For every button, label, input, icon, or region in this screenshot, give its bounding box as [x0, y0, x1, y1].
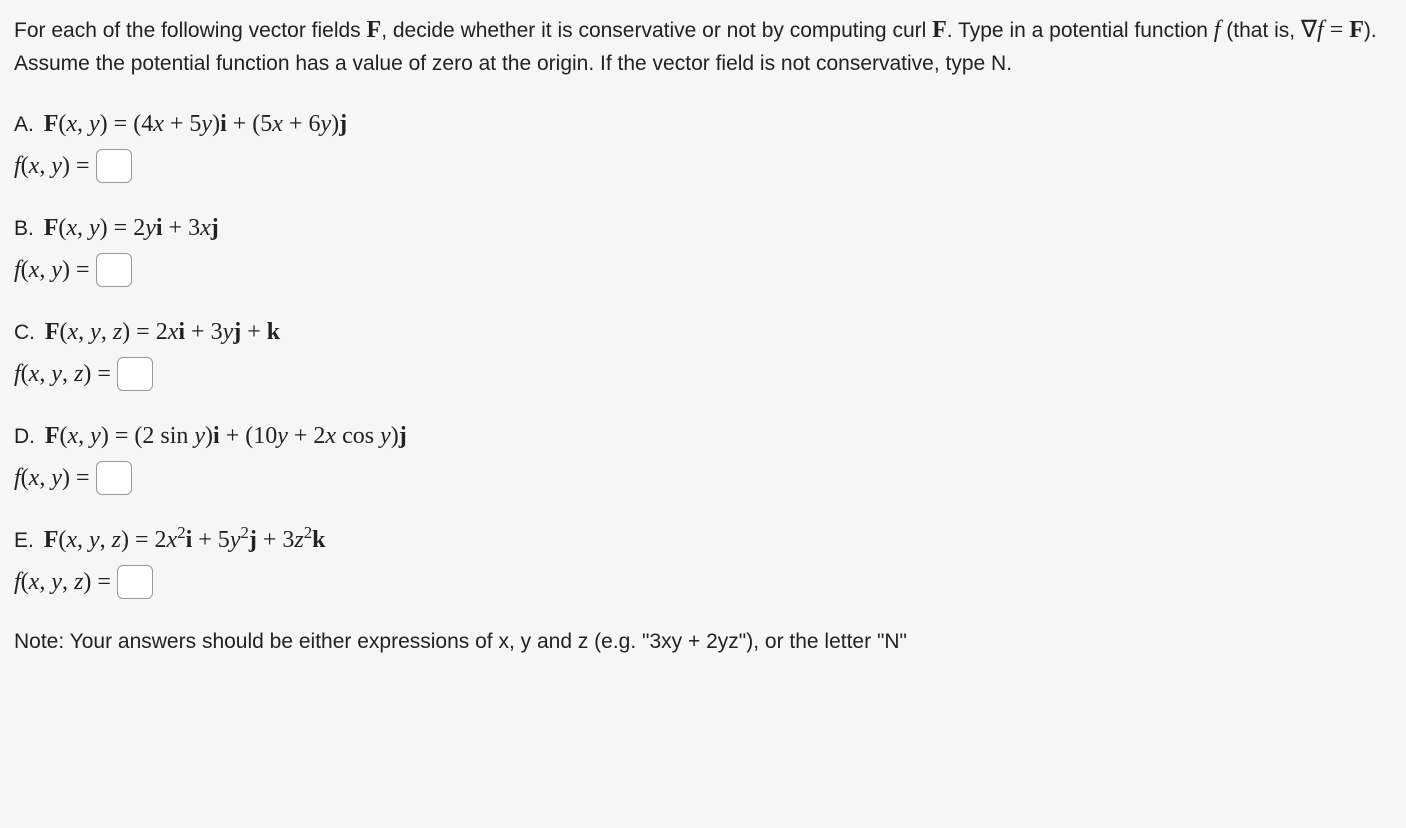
problem-e-label: E. [14, 529, 40, 552]
intro-F2: F [932, 17, 947, 43]
problem-d-answer-label: f(x, y) = [14, 460, 90, 496]
problem-c-label: C. [14, 321, 41, 344]
problem-a-label: A. [14, 113, 40, 136]
problem-e-header: E. F(x, y, z) = 2x2i + 5y2j + 3z2k [14, 522, 1392, 558]
problem-d-label: D. [14, 425, 41, 448]
note-text: Note: Your answers should be either expr… [14, 626, 1392, 658]
problem-d-equation: F(x, y) = (2 sin y)i + (10y + 2x cos y)j [45, 423, 407, 449]
problem-a-input[interactable] [96, 149, 132, 183]
problem-b-label: B. [14, 217, 40, 240]
problem-a-F: F [44, 111, 59, 137]
problem-a-equation: F(x, y) = (4x + 5y)i + (5x + 6y)j [44, 111, 347, 137]
problem-e-answer-label: f(x, y, z) = [14, 564, 111, 600]
problem-d-input[interactable] [96, 461, 132, 495]
problem-d-header: D. F(x, y) = (2 sin y)i + (10y + 2x cos … [14, 418, 1392, 454]
problem-d: D. F(x, y) = (2 sin y)i + (10y + 2x cos … [14, 418, 1392, 496]
intro-part2: , decide whether it is conservative or n… [381, 19, 932, 42]
intro-text: For each of the following vector fields … [14, 12, 1392, 80]
intro-F: F [367, 17, 382, 43]
intro-part3: . Type in a potential function [947, 19, 1214, 42]
problem-e-answer-row: f(x, y, z) = [14, 564, 1392, 600]
problem-c-F: F [45, 319, 60, 345]
problem-e-equation: F(x, y, z) = 2x2i + 5y2j + 3z2k [44, 527, 326, 553]
problem-b-equation: F(x, y) = 2yi + 3xj [44, 215, 219, 241]
problem-c-answer-row: f(x, y, z) = [14, 356, 1392, 392]
problem-a-answer-label: f(x, y) = [14, 148, 90, 184]
problem-b-F: F [44, 215, 59, 241]
problem-c: C. F(x, y, z) = 2xi + 3yj + k f(x, y, z)… [14, 314, 1392, 392]
problem-d-answer-row: f(x, y) = [14, 460, 1392, 496]
problem-e: E. F(x, y, z) = 2x2i + 5y2j + 3z2k f(x, … [14, 522, 1392, 600]
problem-e-input[interactable] [117, 565, 153, 599]
problem-b: B. F(x, y) = 2yi + 3xj f(x, y) = [14, 210, 1392, 288]
problem-e-F: F [44, 527, 59, 553]
intro-part1: For each of the following vector fields [14, 19, 367, 42]
problem-a-header: A. F(x, y) = (4x + 5y)i + (5x + 6y)j [14, 106, 1392, 142]
problem-a: A. F(x, y) = (4x + 5y)i + (5x + 6y)j f(x… [14, 106, 1392, 184]
problem-b-header: B. F(x, y) = 2yi + 3xj [14, 210, 1392, 246]
problem-c-answer-label: f(x, y, z) = [14, 356, 111, 392]
problem-c-input[interactable] [117, 357, 153, 391]
problem-d-F: F [45, 423, 60, 449]
intro-grad-eq: ∇f = F [1301, 17, 1364, 43]
problem-a-answer-row: f(x, y) = [14, 148, 1392, 184]
problem-c-header: C. F(x, y, z) = 2xi + 3yj + k [14, 314, 1392, 350]
intro-that-is: (that is, [1220, 19, 1301, 42]
problem-b-input[interactable] [96, 253, 132, 287]
problem-b-answer-row: f(x, y) = [14, 252, 1392, 288]
problem-c-equation: F(x, y, z) = 2xi + 3yj + k [45, 319, 280, 345]
problem-b-answer-label: f(x, y) = [14, 252, 90, 288]
